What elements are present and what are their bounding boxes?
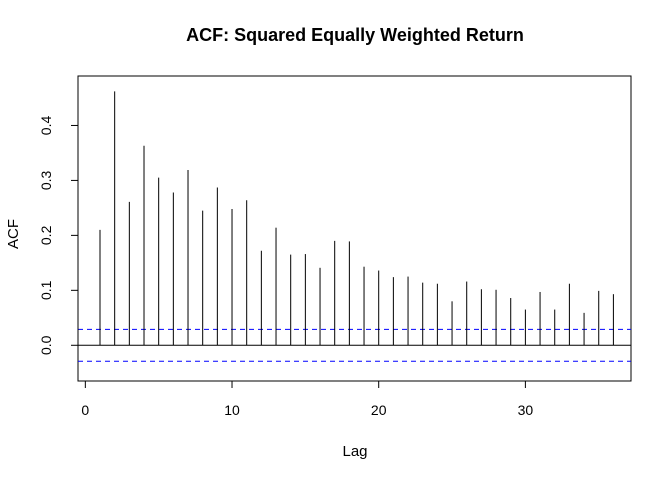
x-tick-label: 10 [224, 402, 240, 418]
plot-frame [77, 75, 632, 382]
y-axis: 0.0 0.1 0.2 0.3 0.4 [38, 116, 79, 355]
x-tick-label: 0 [81, 402, 89, 418]
x-axis: 0 10 20 30 [81, 380, 534, 418]
y-tick-label: 0.1 [38, 280, 54, 300]
y-tick-label: 0.3 [38, 170, 54, 190]
y-tick-label: 0.0 [38, 335, 54, 355]
y-tick-label: 0.4 [38, 116, 54, 136]
x-axis-label: Lag [342, 443, 367, 460]
x-tick-label: 20 [371, 402, 387, 418]
y-axis-label: ACF [5, 219, 22, 249]
x-tick-label: 30 [518, 402, 534, 418]
chart-title: ACF: Squared Equally Weighted Return [186, 25, 524, 45]
y-tick-label: 0.2 [38, 225, 54, 245]
plot-marks [78, 91, 631, 362]
